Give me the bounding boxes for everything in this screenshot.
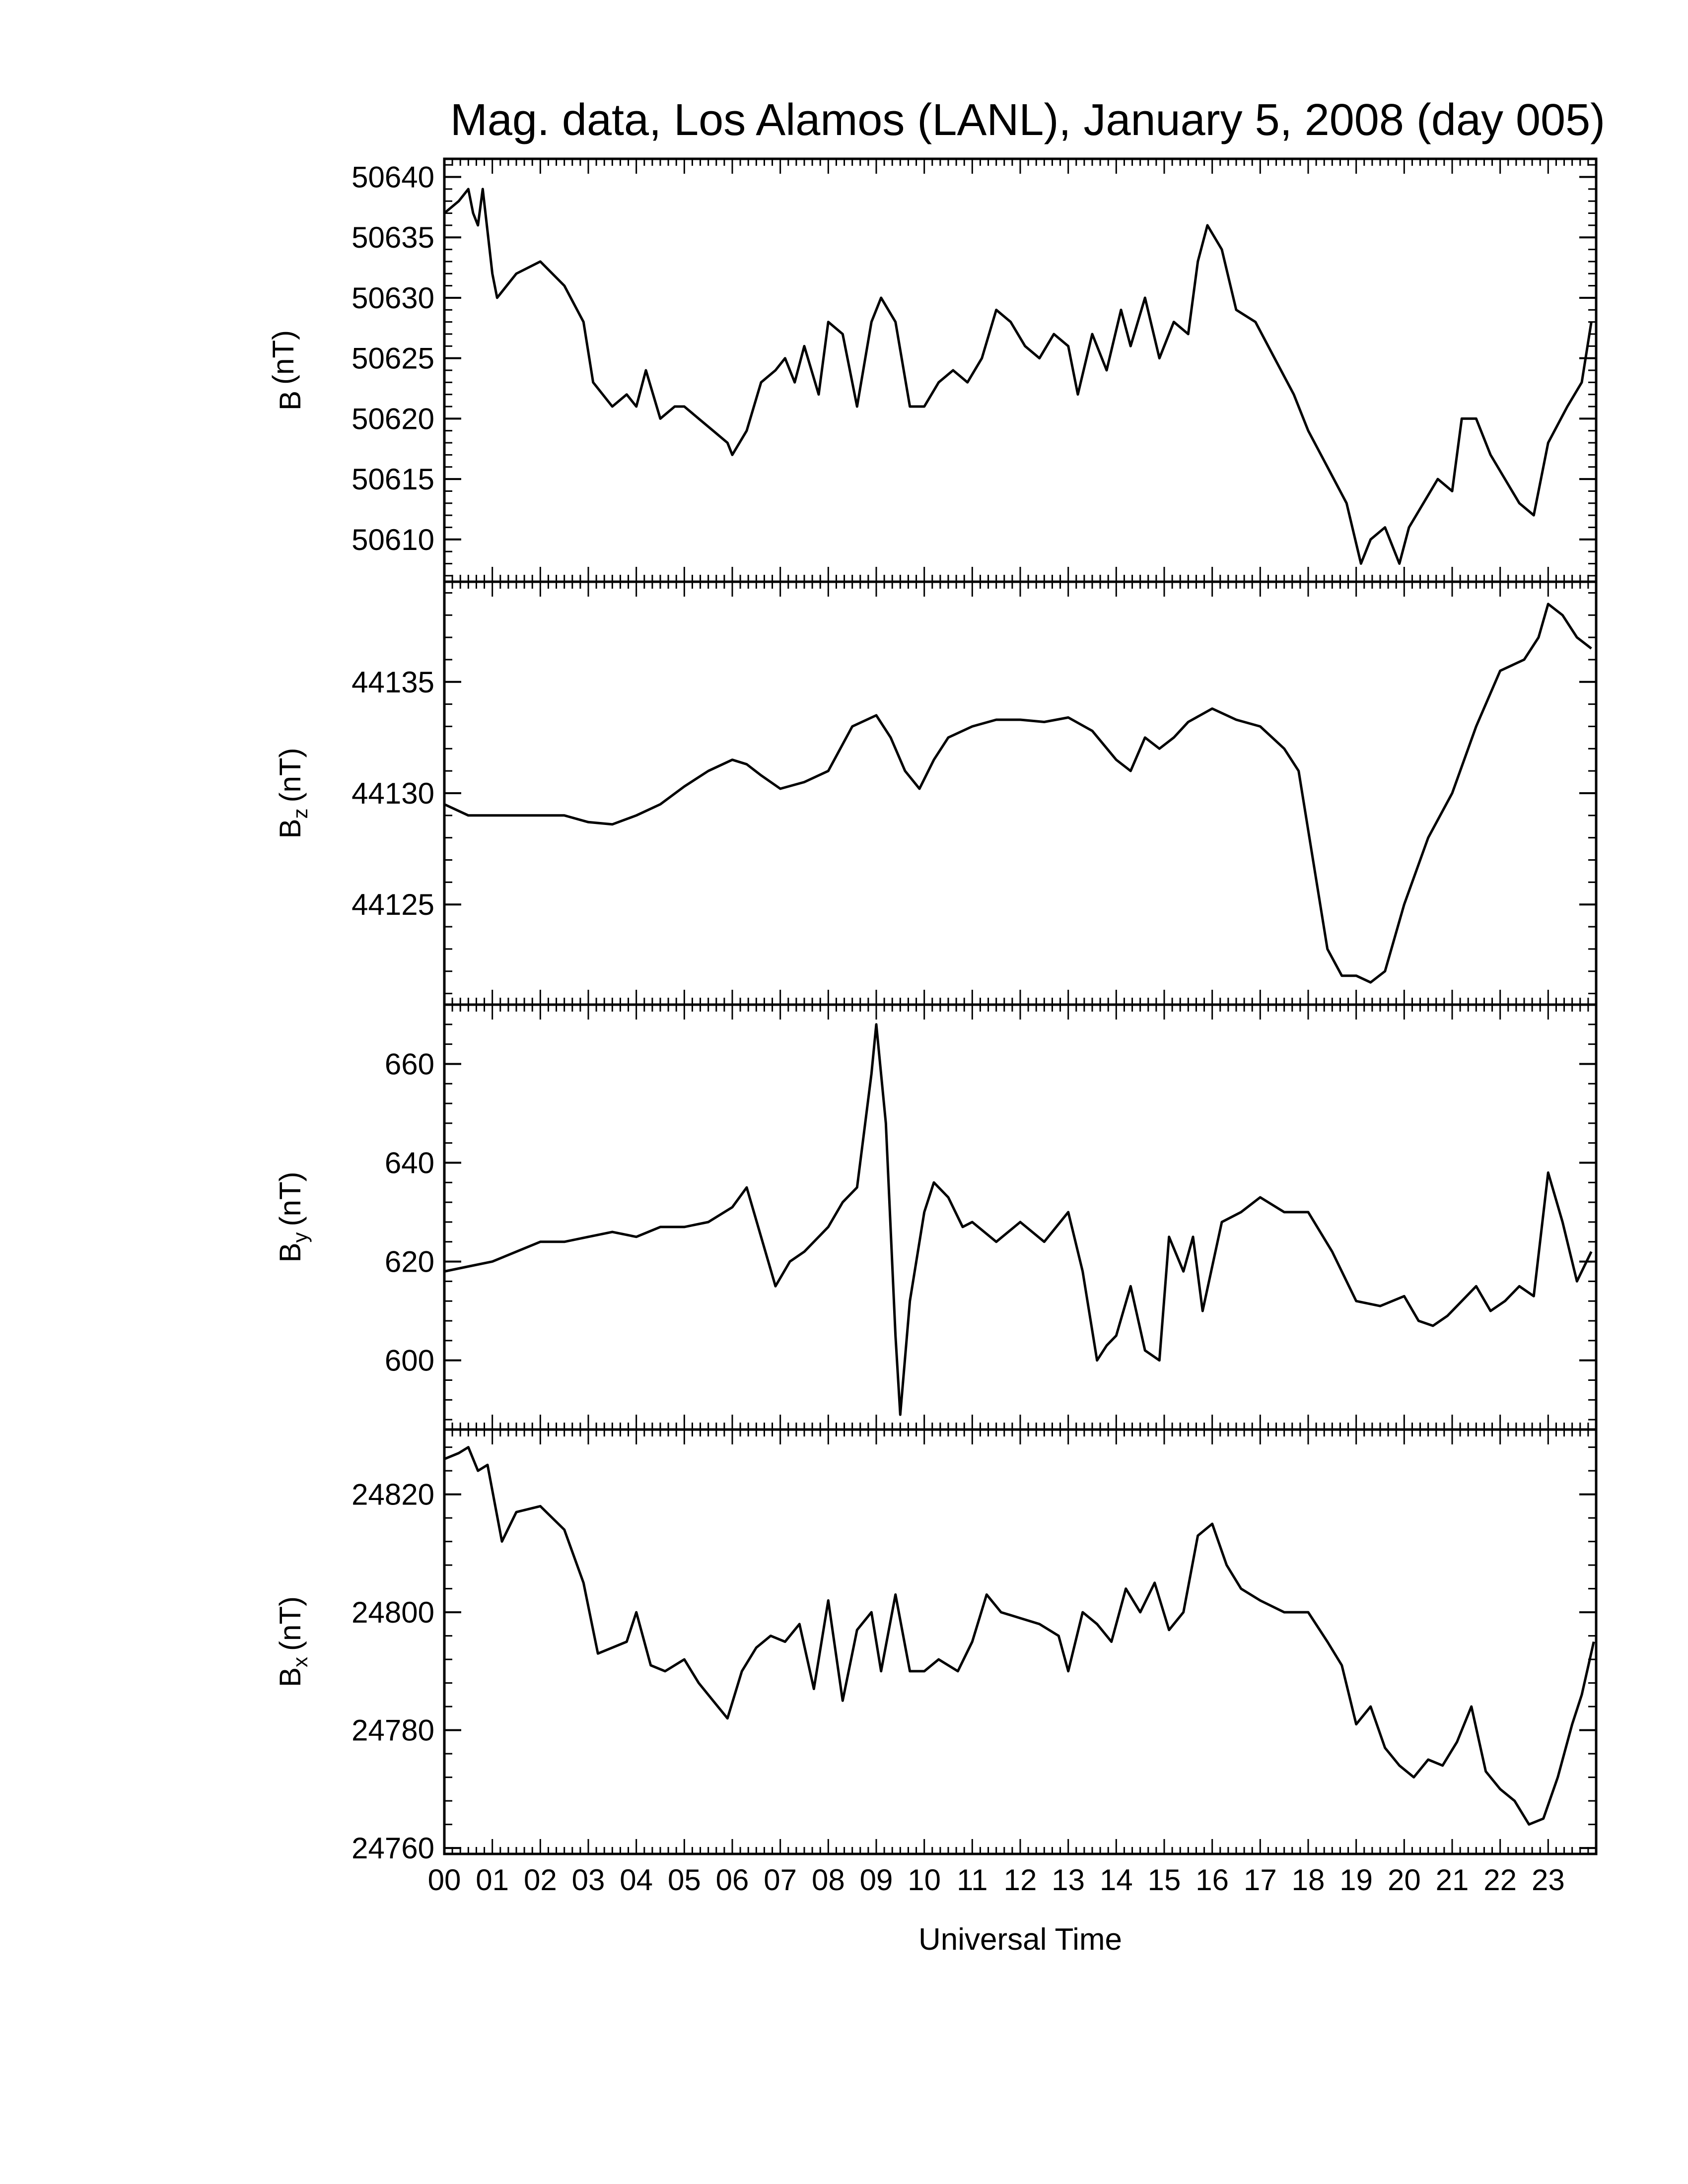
y-tick-labels: 600 620 640 660: [385, 1047, 434, 1377]
x-axis-label: Universal Time: [918, 1922, 1122, 1957]
y-tick-labels: 44125 44130 44135: [352, 666, 434, 921]
x-tick-label: 22: [1483, 1863, 1517, 1897]
x-tick-label: 21: [1436, 1863, 1469, 1897]
y-axis-label-subscript: y: [288, 1232, 312, 1242]
y-axis-label: B (nT): [267, 330, 307, 410]
x-tick-label: 08: [812, 1863, 845, 1897]
x-tick-label: 04: [620, 1863, 653, 1897]
y-axis-label-unit: (nT): [274, 748, 307, 802]
x-tick-label: 18: [1292, 1863, 1325, 1897]
series-line: [444, 1023, 1593, 1416]
y-axis-label-unit: (nT): [274, 1171, 307, 1226]
y-tick-label: 24780: [352, 1714, 434, 1747]
y-tick-label: 50635: [352, 221, 434, 254]
x-tick-label: 15: [1148, 1863, 1181, 1897]
x-tick-label: 07: [764, 1863, 797, 1897]
x-tick-label: 10: [908, 1863, 941, 1897]
y-tick-labels: 24760 24780 24800 24820: [352, 1478, 434, 1865]
y-tick-label: 24760: [352, 1832, 434, 1865]
y-tick-label: 24820: [352, 1478, 434, 1511]
y-axis-label-main: B: [274, 391, 307, 410]
x-tick-label: 16: [1196, 1863, 1229, 1897]
x-tick-label: 23: [1532, 1863, 1565, 1897]
y-tick-label: 50630: [352, 281, 434, 315]
tick-marks: [443, 1004, 1597, 1430]
y-tick-label: 50620: [352, 402, 434, 435]
y-axis-label-subscript: x: [288, 1657, 312, 1667]
y-axis-label-main: B: [274, 819, 307, 838]
x-tick-label: 20: [1388, 1863, 1421, 1897]
y-tick-label: 50610: [352, 523, 434, 556]
y-tick-label: 660: [385, 1047, 434, 1081]
y-tick-label: 620: [385, 1245, 434, 1279]
series-line: [444, 1446, 1595, 1826]
y-tick-label: 44135: [352, 666, 434, 699]
y-axis-label-main: B: [274, 1667, 307, 1687]
x-tick-label: 09: [860, 1863, 893, 1897]
y-tick-label: 50625: [352, 342, 434, 375]
y-axis-label: By (nT): [274, 1171, 312, 1262]
chart-title: Mag. data, Los Alamos (LANL), January 5,…: [450, 95, 1605, 145]
x-tick-label: 06: [716, 1863, 749, 1897]
y-tick-label: 640: [385, 1147, 434, 1180]
y-tick-label: 24800: [352, 1596, 434, 1629]
tick-marks: [443, 159, 1597, 582]
x-tick-label: 14: [1100, 1863, 1133, 1897]
panel-bx: 24760 24780 24800 24820 Bx (nT): [274, 1428, 1598, 1865]
x-tick-label: 13: [1052, 1863, 1085, 1897]
x-tick-label: 00: [428, 1863, 461, 1897]
x-tick-label: 05: [668, 1863, 701, 1897]
series-line: [443, 603, 1592, 984]
y-axis-label-unit: (nT): [267, 330, 300, 385]
y-axis-label-subscript: z: [288, 808, 312, 819]
x-tick-label: 03: [572, 1863, 605, 1897]
y-axis-label: Bz (nT): [274, 748, 312, 838]
y-tick-label: 50640: [352, 161, 434, 194]
y-axis-label: Bx (nT): [274, 1596, 312, 1687]
y-axis-label-unit: (nT): [274, 1596, 307, 1651]
y-tick-label: 50615: [352, 463, 434, 496]
x-tick-label: 17: [1244, 1863, 1277, 1897]
panel-b-total: 50610 50615 50620 50625 50630 50635 50640 B (nT…: [267, 157, 1598, 583]
x-tick-label: 12: [1004, 1863, 1037, 1897]
y-tick-label: 44130: [352, 777, 434, 810]
x-tick-labels: 00 01 02 03 04 05 06 07 08 09 10 11 12 13 14 15 16 17 18 19…: [428, 1863, 1565, 1897]
series-line: [443, 188, 1593, 565]
x-tick-label: 02: [524, 1863, 557, 1897]
x-tick-label: 11: [957, 1863, 987, 1897]
y-tick-label: 44125: [352, 888, 434, 921]
y-axis-label-main: B: [274, 1242, 307, 1262]
y-tick-label: 600: [385, 1344, 434, 1377]
tick-marks: [443, 1430, 1597, 1854]
x-tick-label: 19: [1339, 1863, 1373, 1897]
y-tick-labels: 50610 50615 50620 50625 50630 50635 50640: [352, 161, 434, 556]
x-tick-label: 01: [476, 1863, 509, 1897]
